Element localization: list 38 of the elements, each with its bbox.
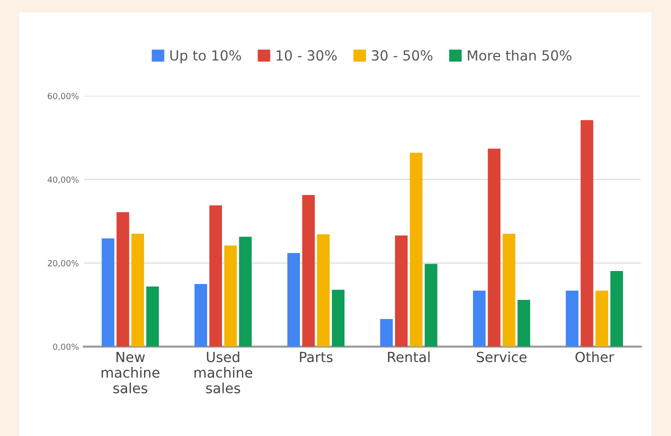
legend-label: 30 - 50%	[372, 50, 432, 61]
x-tick-label: Service	[476, 351, 526, 362]
x-tick-label: New machine sales	[102, 352, 160, 394]
x-tick-label: Rental	[388, 351, 430, 362]
bar	[146, 286, 159, 347]
bar	[502, 234, 516, 347]
bar	[194, 284, 208, 347]
bar	[580, 120, 594, 347]
bar	[395, 235, 408, 347]
x-tick-label: Used machine sales	[194, 351, 252, 394]
bar	[596, 290, 608, 347]
bar	[224, 246, 237, 347]
x-tick-label: Other	[575, 351, 614, 362]
bar	[472, 290, 486, 347]
y-tick-label: 0,00%	[53, 344, 79, 351]
bar	[610, 270, 623, 347]
legend-label: Up to 10%	[170, 50, 241, 64]
bar	[209, 205, 222, 347]
bar	[332, 290, 345, 347]
bar	[566, 290, 578, 347]
bar	[239, 236, 252, 347]
bar	[410, 152, 422, 347]
bar	[488, 148, 500, 347]
legend-label: 10 - 30%	[276, 50, 337, 61]
x-tick-label: Parts	[300, 352, 333, 362]
bar	[302, 194, 315, 347]
legend-label: More than 50%	[468, 50, 572, 61]
y-tick-label: 40,00%	[48, 176, 79, 184]
bar	[317, 234, 330, 347]
bar	[287, 253, 300, 347]
bar	[380, 319, 393, 347]
bar	[131, 234, 144, 347]
y-tick-label: 20,00%	[48, 260, 79, 268]
bar	[102, 238, 114, 347]
bar	[424, 264, 438, 347]
bar	[116, 212, 130, 347]
bar	[518, 300, 530, 347]
y-tick-label: 60,00%	[48, 92, 79, 100]
